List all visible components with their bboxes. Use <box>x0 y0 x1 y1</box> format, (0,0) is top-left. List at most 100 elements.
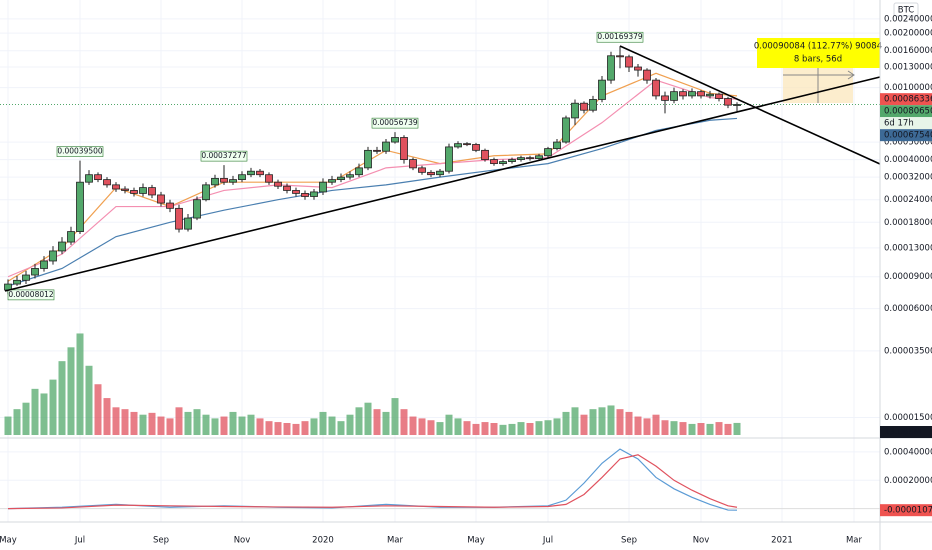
price-tag-text: -0.00001077 <box>884 506 932 516</box>
candle-body <box>211 177 219 186</box>
candle-body <box>544 148 552 157</box>
price-tag <box>880 129 932 142</box>
volume-bar <box>445 414 453 435</box>
x-tick-label: May <box>0 536 17 546</box>
candle-body <box>148 187 156 196</box>
candle-body <box>67 231 75 243</box>
volume-bar <box>328 416 336 435</box>
volume-bar <box>211 418 219 435</box>
candle-body <box>373 149 381 152</box>
candle-body <box>607 55 615 81</box>
x-tick-label: Jul <box>542 536 553 546</box>
candle-body <box>454 143 462 148</box>
candle-body <box>481 149 489 160</box>
x-tick-label: Jul <box>74 536 85 546</box>
candle-body <box>364 149 372 169</box>
y-tick-label: 0.00032000 <box>884 173 932 183</box>
price-tag-text: 0.00086336 <box>884 95 932 105</box>
candle-body <box>22 274 30 281</box>
candle-body <box>301 193 309 197</box>
candle-body <box>400 137 408 160</box>
volume-bar <box>553 418 561 435</box>
price-note <box>371 117 419 129</box>
volume-bar <box>301 421 309 435</box>
volume-bar <box>562 411 570 435</box>
candle-body <box>85 174 93 183</box>
volume-bar <box>112 407 120 435</box>
volume-bar <box>220 416 228 435</box>
volume-bar <box>175 407 183 435</box>
volume-bar <box>508 423 516 435</box>
volume-bar <box>229 411 237 435</box>
candle-body <box>634 66 642 71</box>
x-tick-label: Nov <box>234 536 251 546</box>
trendline-up <box>4 76 881 292</box>
volume-bar <box>121 409 129 435</box>
candle-body <box>220 177 228 183</box>
y-tick-label: 0.00001500 <box>884 413 932 423</box>
volume-bar <box>319 411 327 435</box>
volume-bar <box>706 423 714 435</box>
candle-body <box>292 190 300 194</box>
candle-body <box>625 56 633 68</box>
volume-bar <box>661 420 669 435</box>
candle-body <box>472 144 480 151</box>
volume-bar <box>4 416 12 435</box>
price-tag-text: 0.00067540 <box>884 131 932 141</box>
candle-body <box>535 155 543 160</box>
y-tick-label: 0.00200000 <box>884 29 932 39</box>
volume-bar <box>454 418 462 435</box>
volume-bar <box>535 421 543 435</box>
volume-bar <box>463 421 471 435</box>
candle-body <box>490 159 498 165</box>
y-tick-label: 0.00040000 <box>884 155 932 165</box>
candle-body <box>733 104 741 106</box>
volume-bar <box>40 393 48 435</box>
volume-bar <box>634 416 642 435</box>
volume-bar <box>526 423 534 435</box>
candle-body <box>76 181 84 232</box>
candle-body <box>589 99 597 111</box>
volume-bar <box>58 361 66 435</box>
volume-bar <box>733 422 741 435</box>
price-tag <box>880 504 932 517</box>
price-note-text: 0.00169379 <box>597 32 643 41</box>
candle-body <box>193 199 201 219</box>
volume-bar <box>679 422 687 435</box>
y-tick-label: 0.00160000 <box>884 46 932 56</box>
volume-bar <box>310 418 318 435</box>
volume-bar <box>247 414 255 435</box>
y-tick-label: 0.00020000 <box>884 476 932 486</box>
price-note-text: 0.00037277 <box>201 151 247 160</box>
volume-bar <box>49 379 57 435</box>
y-tick-label: 0.00040000 <box>884 447 932 457</box>
volume-bar <box>643 418 651 435</box>
volume-bar <box>76 333 84 435</box>
volume-bar <box>346 414 354 435</box>
volume-bar <box>580 414 588 435</box>
price-tag <box>880 93 932 106</box>
candle-body <box>580 102 588 111</box>
volume-bar <box>130 411 138 435</box>
candle-body <box>157 194 165 204</box>
candle-body <box>661 95 669 101</box>
y-tick-label: 0.00130000 <box>884 63 932 73</box>
candle-body <box>517 157 525 160</box>
candle-body <box>391 137 399 143</box>
volume-bar <box>481 422 489 435</box>
x-tick-label: Sep <box>153 536 169 546</box>
y-tick-label: 0.00003500 <box>884 346 932 356</box>
symbol: BTC <box>898 6 915 16</box>
arrow-head <box>847 70 855 80</box>
volume-bar <box>274 422 282 435</box>
volume-bar <box>202 414 210 435</box>
price-tag <box>880 117 932 130</box>
measure-text: 8 bars, 56d <box>794 55 842 65</box>
candle-body <box>283 185 291 191</box>
volume-bar <box>499 424 507 435</box>
measure-label <box>757 38 880 68</box>
candle-body <box>121 188 129 191</box>
candle-body <box>274 181 282 187</box>
volume-bar <box>607 405 615 435</box>
